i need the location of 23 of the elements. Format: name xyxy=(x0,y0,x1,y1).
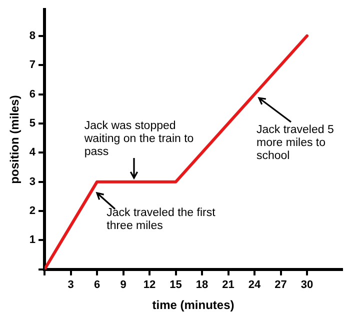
x-tick-label: 6 xyxy=(94,279,100,292)
x-tick-label: 30 xyxy=(300,279,314,292)
y-tick-label: 1 xyxy=(29,234,36,246)
x-tick-label: 18 xyxy=(196,279,208,292)
y-tick-label: 2 xyxy=(29,205,36,218)
y-tick-label: 3 xyxy=(29,176,36,188)
x-tick-label: 24 xyxy=(248,279,262,292)
x-tick-label: 9 xyxy=(120,279,126,292)
y-tick-label: 4 xyxy=(29,146,36,159)
x-tick-label: 27 xyxy=(274,279,287,292)
annotation: Jack traveled 5 more miles to school xyxy=(256,124,335,164)
annotation: Jack was stopped waiting on the train to pass xyxy=(84,120,195,159)
y-tick-label: 8 xyxy=(29,30,36,42)
x-tick-label: 12 xyxy=(143,279,156,292)
annotation: Jack traveled the first three miles xyxy=(106,207,216,234)
y-axis-title: position (miles) xyxy=(8,95,22,184)
x-tick-label: 3 xyxy=(68,279,74,292)
y-tick-label: 7 xyxy=(29,59,36,72)
y-tick-label: 5 xyxy=(29,117,36,130)
x-tick-label: 15 xyxy=(170,279,182,292)
x-axis-title: time (minutes) xyxy=(152,298,234,312)
x-tick-label: 21 xyxy=(222,279,234,292)
y-tick-label: 6 xyxy=(29,88,36,100)
